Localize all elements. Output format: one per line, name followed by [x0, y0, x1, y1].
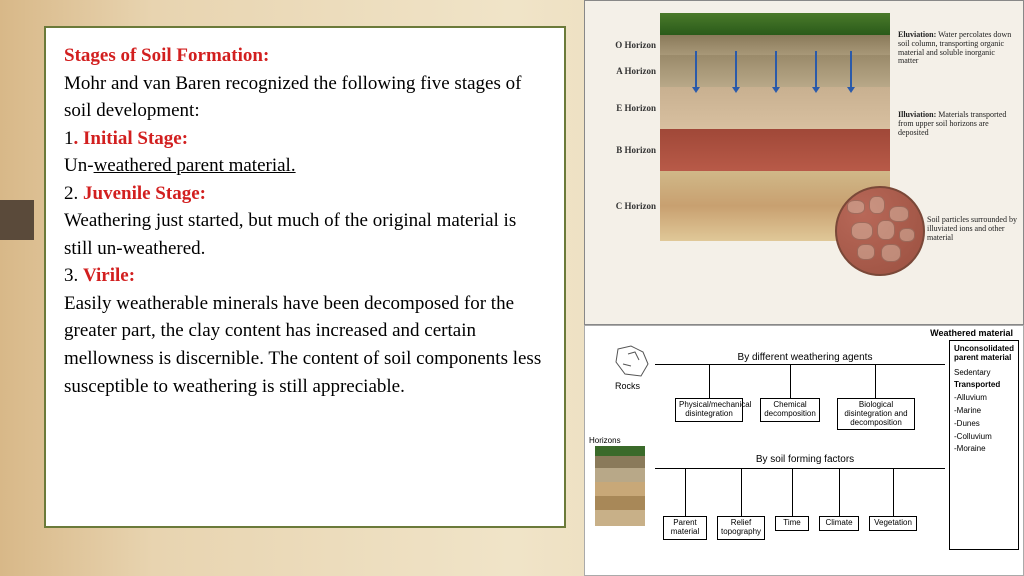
- box-climate: Climate: [819, 516, 859, 531]
- rock-icon: [613, 344, 653, 380]
- stage3-text: Easily weatherable minerals have been de…: [64, 290, 546, 400]
- box-biological: Biological disintegration and decomposit…: [837, 398, 915, 430]
- horizon-b: B Horizon: [660, 129, 890, 171]
- side-list: Unconsolidated parent material Sedentary…: [949, 340, 1019, 550]
- flow-line: [875, 364, 876, 398]
- arrow-icon: [815, 51, 817, 89]
- stage3-label: Virile:: [83, 265, 135, 286]
- by-agents-label: By different weathering agents: [705, 352, 905, 363]
- stage2-label: Juvenile Stage:: [83, 183, 206, 204]
- arrow-icon: [775, 51, 777, 89]
- particles-note: Soil particles surrounded by illuviated …: [927, 216, 1017, 242]
- arrow-icon: [695, 51, 697, 89]
- flow-line: [893, 468, 894, 516]
- flow-line: [792, 468, 793, 516]
- arrow-icon: [735, 51, 737, 89]
- horizon-e: E Horizon: [660, 87, 890, 129]
- box-chemical: Chemical decomposition: [760, 398, 820, 422]
- flow-line: [709, 364, 710, 398]
- soil-profile-diagram: O Horizon A Horizon E Horizon B Horizon …: [584, 0, 1024, 325]
- box-relief: Relief topography: [717, 516, 765, 540]
- grass-layer: [660, 13, 890, 35]
- stage3-num: 3.: [64, 265, 83, 286]
- flow-line: [685, 468, 686, 516]
- title: Stages of Soil Formation:: [64, 45, 269, 66]
- flow-line: [839, 468, 840, 516]
- eluviation-note: Eluviation: Water percolates down soil c…: [898, 31, 1013, 66]
- box-vegetation: Vegetation: [869, 516, 917, 531]
- horizons-label: Horizons: [589, 436, 621, 445]
- illuviation-note: Illuviation: Materials transported from …: [898, 111, 1013, 137]
- stage1-num: 1: [64, 128, 74, 149]
- by-factors-label: By soil forming factors: [705, 454, 905, 465]
- stage2-text: Weathering just started, but much of the…: [64, 207, 546, 262]
- particles-magnification: [835, 186, 925, 276]
- box-physical: Physical/mechanical disintegration: [675, 398, 743, 422]
- arrow-icon: [850, 51, 852, 89]
- box-time: Time: [775, 516, 809, 531]
- wood-accent: [0, 200, 34, 240]
- content-text-box: Stages of Soil Formation: Mohr and van B…: [44, 26, 566, 528]
- box-parent: Parent material: [663, 516, 707, 540]
- flow-line: [790, 364, 791, 398]
- stage1-label: . Initial Stage:: [74, 128, 189, 149]
- stage2-num: 2.: [64, 183, 83, 204]
- small-soil-profile: [595, 446, 645, 526]
- weathered-label: Weathered material: [930, 328, 1013, 338]
- intro-text: Mohr and van Baren recognized the follow…: [64, 70, 546, 125]
- stage1-text-a: Un-: [64, 155, 94, 176]
- rocks-label: Rocks: [615, 381, 640, 391]
- flow-line: [655, 364, 945, 365]
- flow-line: [741, 468, 742, 516]
- flow-line: [655, 468, 945, 469]
- weathering-flow-diagram: Rocks Weathered material By different we…: [584, 325, 1024, 576]
- stage1-text-b: weathered parent material.: [94, 155, 296, 176]
